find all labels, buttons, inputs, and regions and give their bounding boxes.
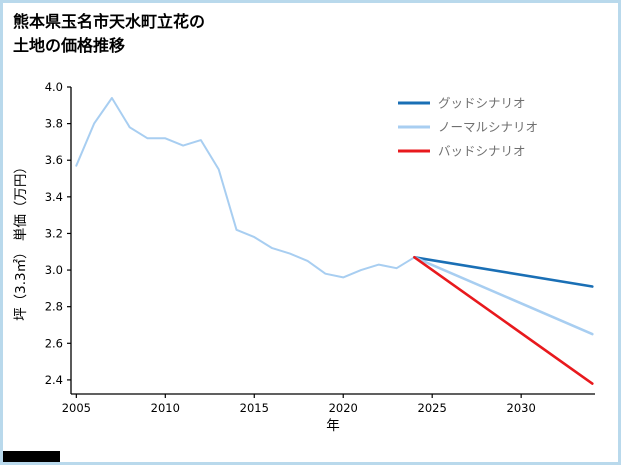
x-tick-label: 2020 — [329, 401, 358, 415]
x-tick-label: 2030 — [507, 401, 536, 415]
series-bad-scenario — [413, 256, 594, 385]
y-tick-label: 3.6 — [45, 153, 63, 167]
x-tick-label: 2015 — [240, 401, 269, 415]
y-tick-label: 3.0 — [45, 263, 63, 277]
x-tick-label: 2005 — [62, 401, 91, 415]
legend-label-2: バッドシナリオ — [438, 144, 526, 159]
y-tick-label: 3.4 — [45, 190, 63, 204]
legend-label-1: ノーマルシナリオ — [438, 120, 538, 135]
chart-title-line2: 土地の価格推移 — [13, 38, 126, 55]
y-tick-label: 2.8 — [45, 300, 63, 314]
chart-title: 熊本県玉名市天水町立花の 土地の価格推移 — [13, 11, 205, 59]
series-good-scenario — [413, 256, 594, 288]
chart-title-line1: 熊本県玉名市天水町立花の — [13, 14, 206, 31]
x-axis-label: 年 — [326, 418, 340, 434]
series-actual — [75, 97, 416, 279]
price-trend-chart: 2.4 2.6 2.8 3.0 3.2 3.4 3.6 3.8 4.0 2005 2010 2015 2… — [13, 80, 595, 434]
y-tick-label: 3.2 — [45, 226, 63, 240]
x-tick-label: 2010 — [151, 401, 180, 415]
x-tick-label: 2025 — [418, 401, 447, 415]
y-tick-label: 4.0 — [45, 80, 63, 94]
y-tick-label: 2.6 — [45, 336, 63, 350]
y-tick-label: 2.4 — [45, 373, 63, 387]
legend-label-0: グッドシナリオ — [438, 96, 526, 111]
y-tick-label: 3.8 — [45, 117, 63, 131]
series-normal-scenario — [413, 256, 594, 336]
bottom-left-black-bar — [3, 451, 60, 462]
y-axis-label: 坪（3.3㎡） 単価（万円） — [13, 160, 29, 321]
